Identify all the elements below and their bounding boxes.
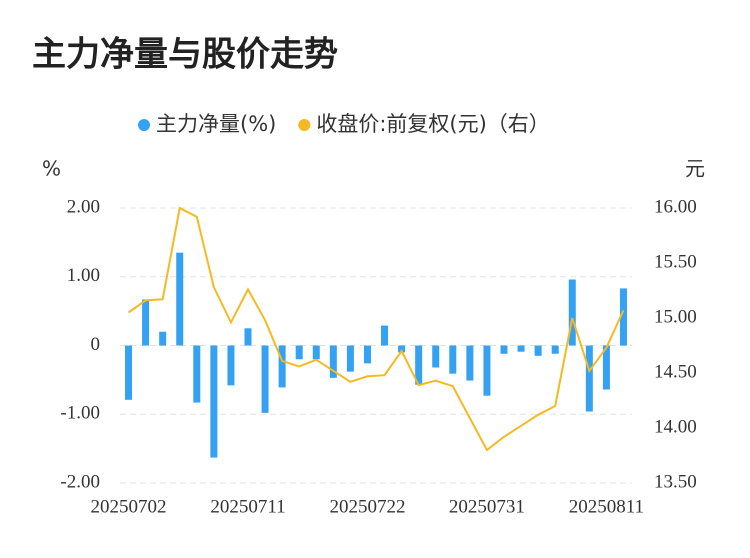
bar xyxy=(125,345,133,400)
y-tick-label: 2.00 xyxy=(67,196,100,217)
y2-tick-label: 14.50 xyxy=(654,361,697,382)
x-tick-label: 20250811 xyxy=(569,496,644,517)
bar xyxy=(483,345,491,396)
legend-marker xyxy=(138,119,150,131)
bar xyxy=(329,345,337,378)
bar xyxy=(466,345,474,381)
x-tick-label: 20250711 xyxy=(210,496,285,517)
line xyxy=(127,206,625,452)
bar xyxy=(210,345,218,458)
bar xyxy=(363,345,371,364)
bar xyxy=(227,345,235,386)
bar xyxy=(193,345,201,403)
bar xyxy=(517,345,525,352)
bar xyxy=(619,288,627,346)
bar xyxy=(261,345,269,413)
bar xyxy=(381,325,389,346)
y-tick-label: 1.00 xyxy=(67,265,100,286)
bar xyxy=(568,279,576,346)
bar xyxy=(159,331,167,346)
bar xyxy=(398,345,406,353)
x-tick-label: 20250722 xyxy=(329,496,405,517)
legend-label: 主力净量(%) xyxy=(156,112,276,136)
y2-tick-label: 15.00 xyxy=(654,306,697,327)
bar xyxy=(312,345,320,360)
bar xyxy=(415,345,423,385)
bar xyxy=(295,345,303,360)
bar xyxy=(432,345,440,368)
bar xyxy=(278,345,286,388)
bar xyxy=(551,345,559,354)
y-axis-label: % xyxy=(42,157,61,181)
chart-title: 主力净量与股价走势 xyxy=(32,35,338,75)
y2-tick-label: 15.50 xyxy=(654,251,697,272)
bar xyxy=(602,345,610,390)
y2-tick-label: 16.00 xyxy=(654,196,697,217)
bar xyxy=(585,345,593,412)
bar xyxy=(534,345,542,356)
bar xyxy=(346,345,354,372)
legend-marker xyxy=(298,119,311,131)
y2-tick-label: 14.00 xyxy=(654,416,697,437)
bar xyxy=(244,328,252,346)
y-tick-label: 0 xyxy=(91,334,101,355)
y2-tick-label: 13.50 xyxy=(654,471,697,492)
y2-axis-label: 元 xyxy=(685,157,705,181)
bar xyxy=(500,345,508,354)
y-tick-label: -2.00 xyxy=(60,471,100,492)
bar xyxy=(449,345,457,374)
x-tick-label: 20250731 xyxy=(449,496,525,517)
bar xyxy=(142,299,150,346)
legend-label: 收盘价:前复权(元)（右） xyxy=(316,112,549,136)
y-tick-label: -1.00 xyxy=(60,403,100,424)
x-tick-label: 20250702 xyxy=(91,496,167,517)
bar xyxy=(176,252,184,346)
